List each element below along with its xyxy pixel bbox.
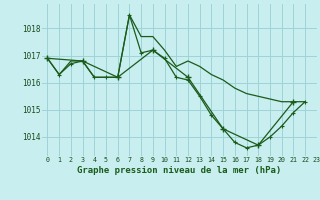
X-axis label: Graphe pression niveau de la mer (hPa): Graphe pression niveau de la mer (hPa) bbox=[77, 166, 281, 175]
